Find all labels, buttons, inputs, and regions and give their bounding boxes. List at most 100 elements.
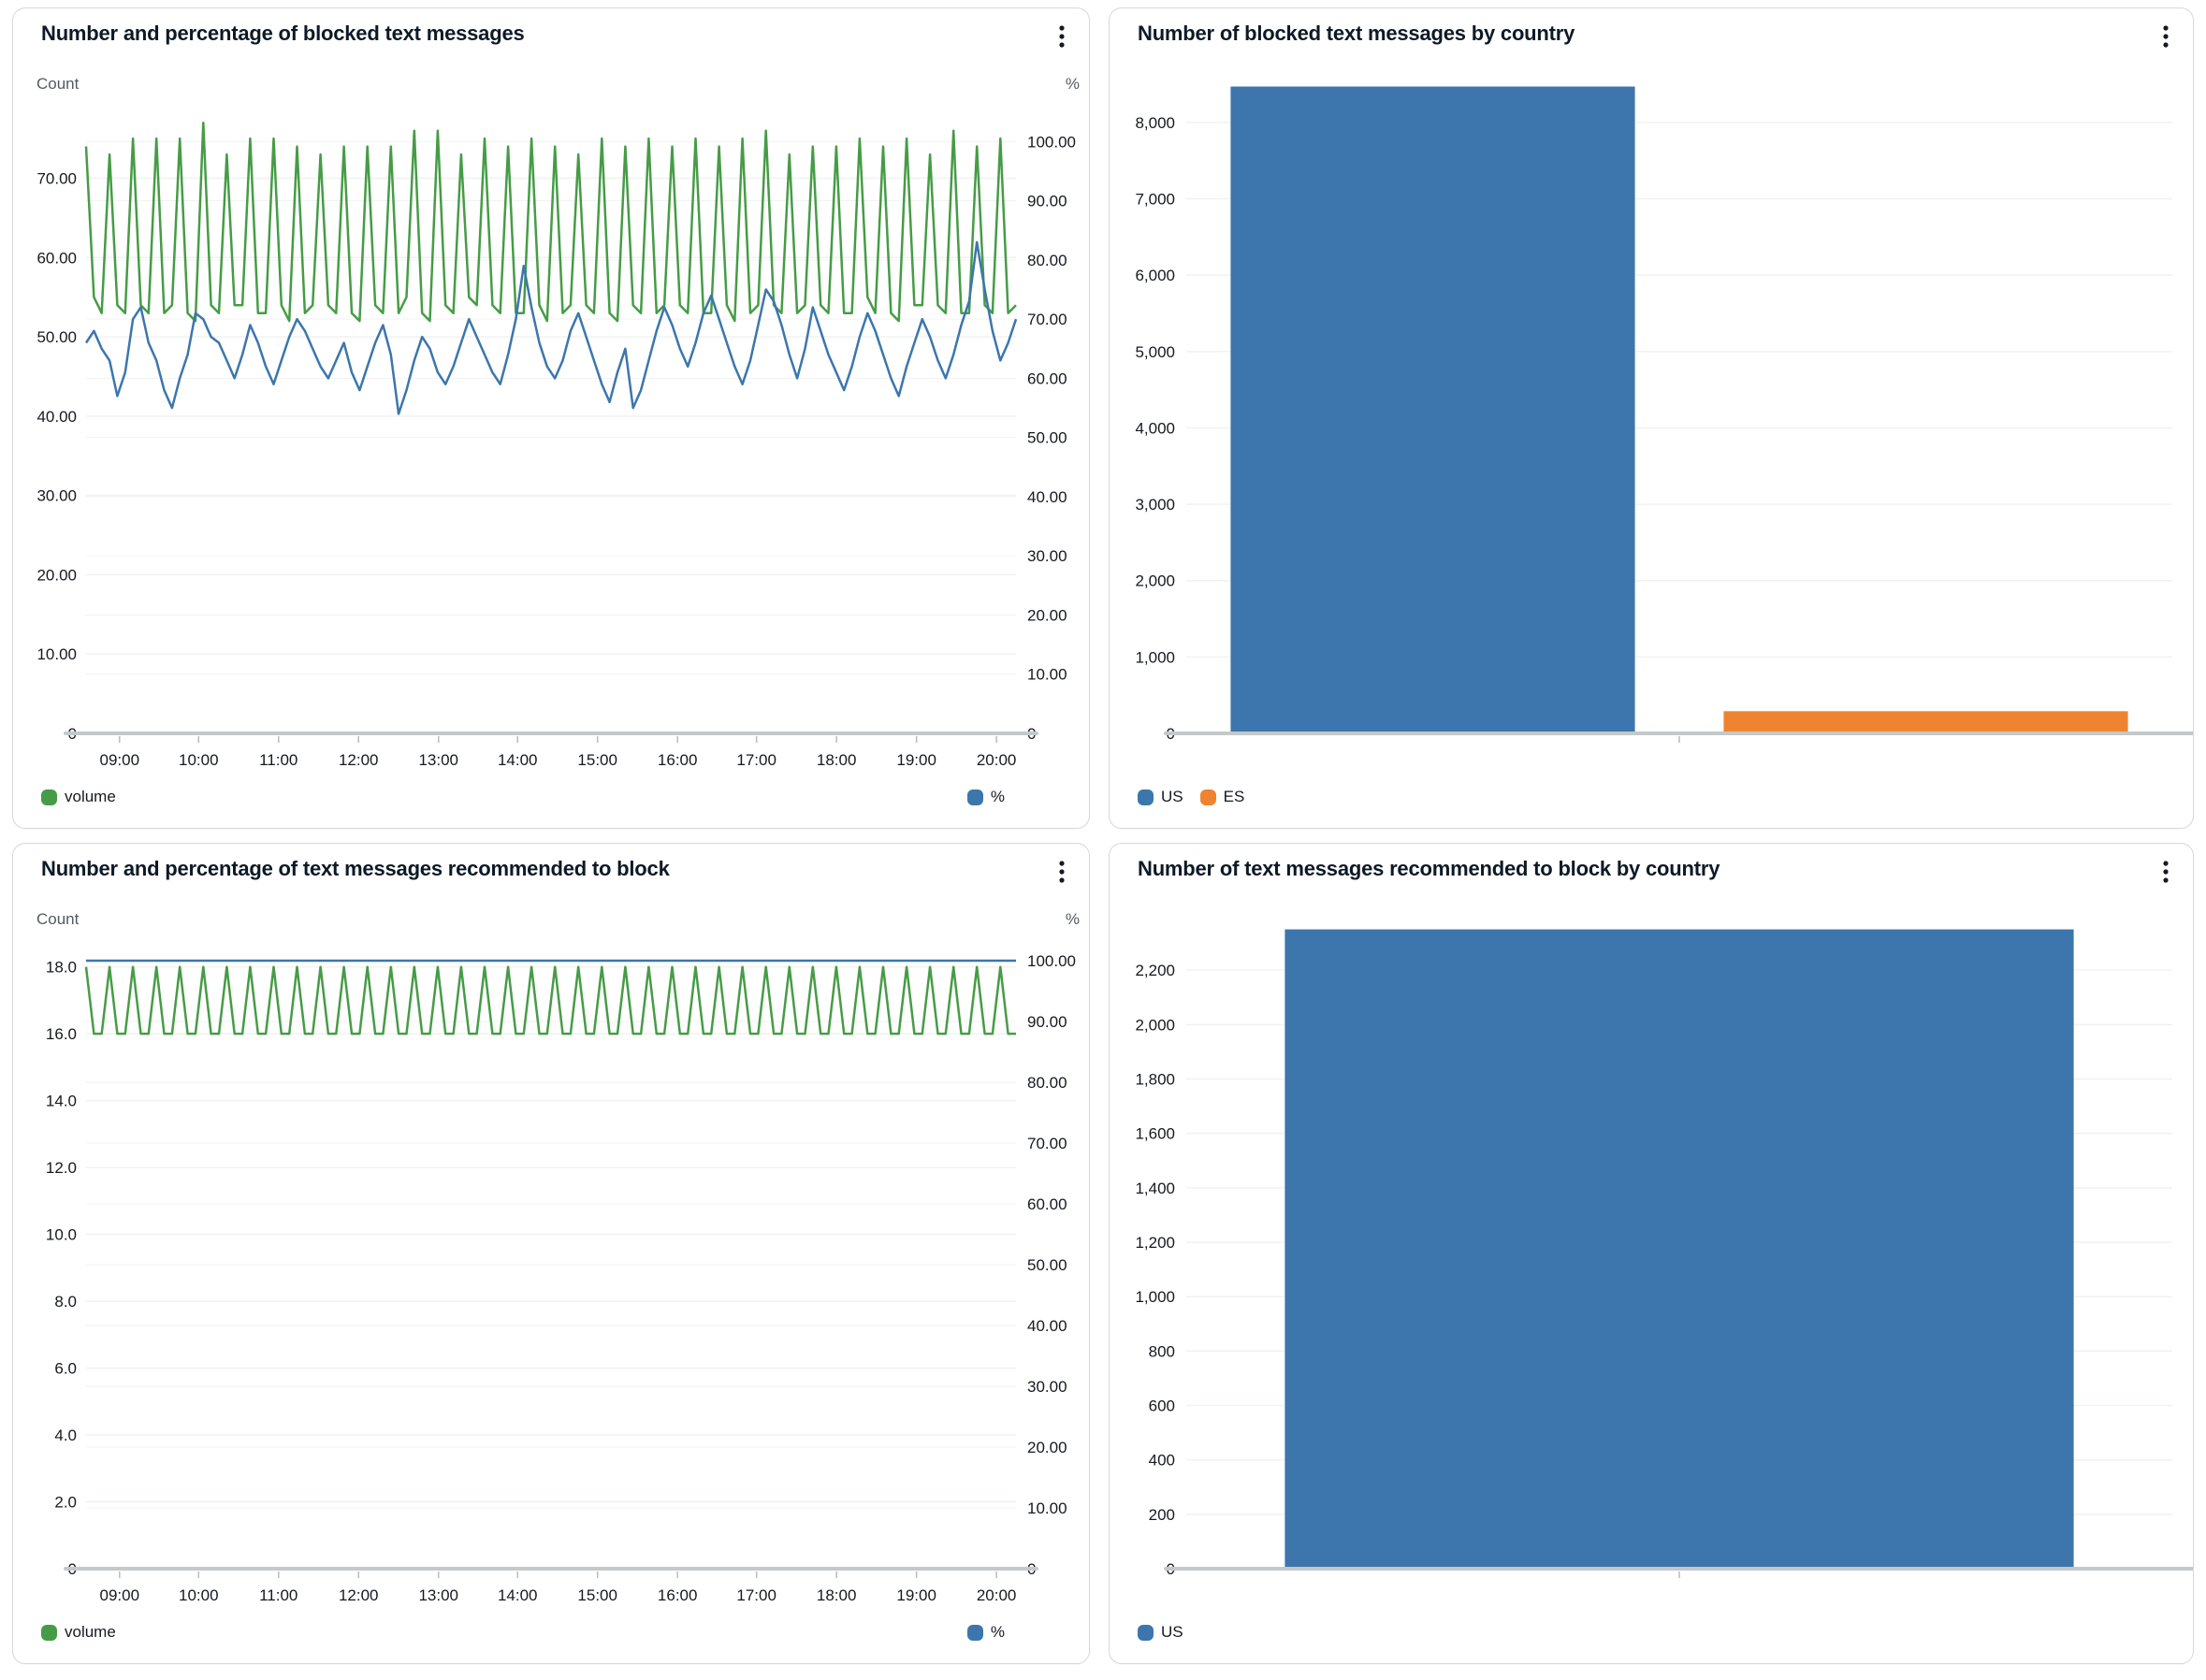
y-tick-label: 3,000 bbox=[1135, 496, 1175, 514]
series-line-volume bbox=[84, 121, 1017, 323]
y-tick-label: 400 bbox=[1149, 1452, 1175, 1470]
legend-label: US bbox=[1161, 788, 1183, 805]
x-tick-label: 19:00 bbox=[896, 751, 936, 769]
kebab-menu-icon bbox=[1059, 861, 1065, 883]
x-tick-label: 09:00 bbox=[100, 1586, 140, 1604]
right-tick-label: 50.00 bbox=[1027, 429, 1067, 447]
kebab-menu-icon bbox=[2163, 861, 2169, 883]
right-axis-caption: % bbox=[1066, 910, 1080, 928]
y-tick-label: 800 bbox=[1149, 1342, 1175, 1360]
blocked-by-country-bar-chart[interactable]: 8,000 7,000 6,000 5,000 4,000 3,000 2,000 1,000… bbox=[1110, 57, 2193, 775]
series-line-volume bbox=[84, 965, 1016, 1036]
x-tick-label: 18:00 bbox=[817, 751, 857, 769]
bar-US[interactable] bbox=[1284, 929, 2074, 1569]
left-tick-label: 8.0 bbox=[54, 1293, 77, 1311]
legend-item-%[interactable]: % bbox=[966, 788, 1005, 806]
chart-legend: volume% bbox=[13, 775, 1089, 828]
y-tick-label: 200 bbox=[1149, 1506, 1175, 1524]
widget-panel-recommended-line: Number and percentage of text messages r… bbox=[12, 843, 1090, 1664]
x-tick-label: 11:00 bbox=[259, 751, 298, 769]
right-tick-label: 60.00 bbox=[1027, 369, 1067, 387]
legend-label: % bbox=[990, 1623, 1005, 1641]
recommended-by-country-bar-chart[interactable]: 2,200 2,000 1,800 1,600 1,400 1,200 1,000 800 60… bbox=[1110, 892, 2193, 1611]
right-tick-label: 50.00 bbox=[1027, 1256, 1067, 1274]
left-tick-label: 70.00 bbox=[36, 170, 77, 188]
right-tick-label: 100.00 bbox=[1027, 133, 1076, 151]
right-tick-label: 80.00 bbox=[1027, 1074, 1067, 1092]
left-tick-label: 4.0 bbox=[54, 1427, 77, 1444]
legend-item-ES[interactable]: ES bbox=[1199, 788, 1245, 806]
legend-label: % bbox=[990, 788, 1005, 805]
y-tick-label: 600 bbox=[1149, 1398, 1175, 1415]
bar-ES[interactable] bbox=[1723, 711, 2128, 733]
right-tick-label: 100.00 bbox=[1027, 952, 1076, 970]
widget-header: Number and percentage of blocked text me… bbox=[13, 8, 1089, 57]
widget-menu-button[interactable] bbox=[2152, 22, 2180, 53]
chart-legend: US bbox=[1110, 1611, 2193, 1663]
right-tick-label: 30.00 bbox=[1027, 1378, 1067, 1396]
y-tick-label: 1,600 bbox=[1135, 1125, 1175, 1143]
x-tick-label: 14:00 bbox=[498, 1586, 538, 1604]
widget-panel-blocked-line: Number and percentage of blocked text me… bbox=[12, 7, 1090, 829]
legend-item-volume[interactable]: volume bbox=[41, 788, 116, 806]
right-tick-label: 40.00 bbox=[1027, 488, 1067, 506]
right-tick-label: 40.00 bbox=[1027, 1317, 1067, 1335]
chart-legend: US ES bbox=[1110, 775, 2193, 828]
legend-item-US[interactable]: US bbox=[1138, 788, 1183, 806]
widget-panel-recommended-by-country: Number of text messages recommended to b… bbox=[1109, 843, 2194, 1664]
x-tick-label: 13:00 bbox=[418, 1586, 458, 1604]
left-tick-label: 40.00 bbox=[36, 408, 77, 426]
widget-menu-button[interactable] bbox=[1048, 857, 1076, 889]
x-tick-label: 10:00 bbox=[179, 1586, 219, 1604]
right-tick-label: 90.00 bbox=[1027, 1013, 1067, 1031]
x-tick-label: 14:00 bbox=[498, 751, 538, 769]
widget-menu-button[interactable] bbox=[1048, 22, 1076, 53]
blocked-messages-by-country-plot: 8,000 7,000 6,000 5,000 4,000 3,000 2,000 1,000… bbox=[1135, 86, 2193, 743]
x-tick-label: 19:00 bbox=[896, 1586, 936, 1604]
blocked-messages-line-plot: Count % 70.00 60.00 50.00 40.00 30.00 20.00 10.0… bbox=[36, 75, 1080, 769]
left-tick-label: 18.0 bbox=[46, 959, 77, 977]
x-tick-label: 16:00 bbox=[658, 751, 698, 769]
x-tick-label: 17:00 bbox=[736, 751, 776, 769]
left-tick-label: 30.00 bbox=[36, 487, 77, 505]
right-tick-label: 20.00 bbox=[1027, 1439, 1067, 1456]
left-axis-caption: Count bbox=[36, 910, 80, 928]
legend-swatch bbox=[966, 789, 983, 805]
left-tick-label: 12.0 bbox=[46, 1159, 77, 1177]
x-tick-label: 12:00 bbox=[339, 751, 379, 769]
widget-header: Number of text messages recommended to b… bbox=[1110, 844, 2193, 892]
left-tick-label: 60.00 bbox=[36, 249, 77, 267]
right-tick-label: 70.00 bbox=[1027, 1135, 1067, 1152]
widget-title: Number of text messages recommended to b… bbox=[1138, 857, 1720, 880]
legend-item-%[interactable]: % bbox=[966, 1623, 1005, 1642]
recommended-line-chart[interactable]: Count%18.016.014.012.010.08.06.04.02.001… bbox=[13, 892, 1089, 1611]
legend-label: volume bbox=[65, 1623, 116, 1641]
x-tick-label: 16:00 bbox=[658, 1586, 698, 1604]
widget-title: Number of blocked text messages by count… bbox=[1138, 22, 1575, 45]
left-tick-label: 10.00 bbox=[36, 645, 77, 663]
widget-header: Number and percentage of text messages r… bbox=[13, 844, 1089, 892]
widget-header: Number of blocked text messages by count… bbox=[1110, 8, 2193, 57]
y-tick-label: 1,800 bbox=[1135, 1071, 1175, 1089]
left-tick-label: 50.00 bbox=[36, 328, 77, 346]
legend-item-volume[interactable]: volume bbox=[41, 1623, 116, 1642]
left-tick-label: 2.0 bbox=[54, 1494, 77, 1512]
legend-item-US[interactable]: US bbox=[1138, 1623, 1183, 1642]
y-tick-label: 2,000 bbox=[1135, 572, 1175, 590]
x-tick-label: 15:00 bbox=[577, 751, 617, 769]
x-tick-label: 20:00 bbox=[977, 1586, 1017, 1604]
legend-label: ES bbox=[1223, 788, 1245, 805]
widget-title: Number and percentage of text messages r… bbox=[41, 857, 670, 880]
x-tick-label: 10:00 bbox=[179, 751, 219, 769]
bar-US[interactable] bbox=[1230, 86, 1635, 733]
widget-menu-button[interactable] bbox=[2152, 857, 2180, 889]
y-tick-label: 6,000 bbox=[1135, 267, 1175, 284]
blocked-line-chart[interactable]: Count% 70.00 60.00 50.00 40.00 30.00 20.00 10.0… bbox=[13, 57, 1089, 775]
recommended-block-by-country-plot: 2,200 2,000 1,800 1,600 1,400 1,200 1,000 800 60… bbox=[1135, 929, 2193, 1578]
x-tick-label: 15:00 bbox=[577, 1586, 617, 1604]
widget-panel-blocked-by-country: Number of blocked text messages by count… bbox=[1109, 7, 2194, 829]
recommended-block-line-plot: Count%18.016.014.012.010.08.06.04.02.001… bbox=[36, 910, 1080, 1604]
x-tick-label: 17:00 bbox=[736, 1586, 776, 1604]
y-tick-label: 1,400 bbox=[1135, 1180, 1175, 1197]
